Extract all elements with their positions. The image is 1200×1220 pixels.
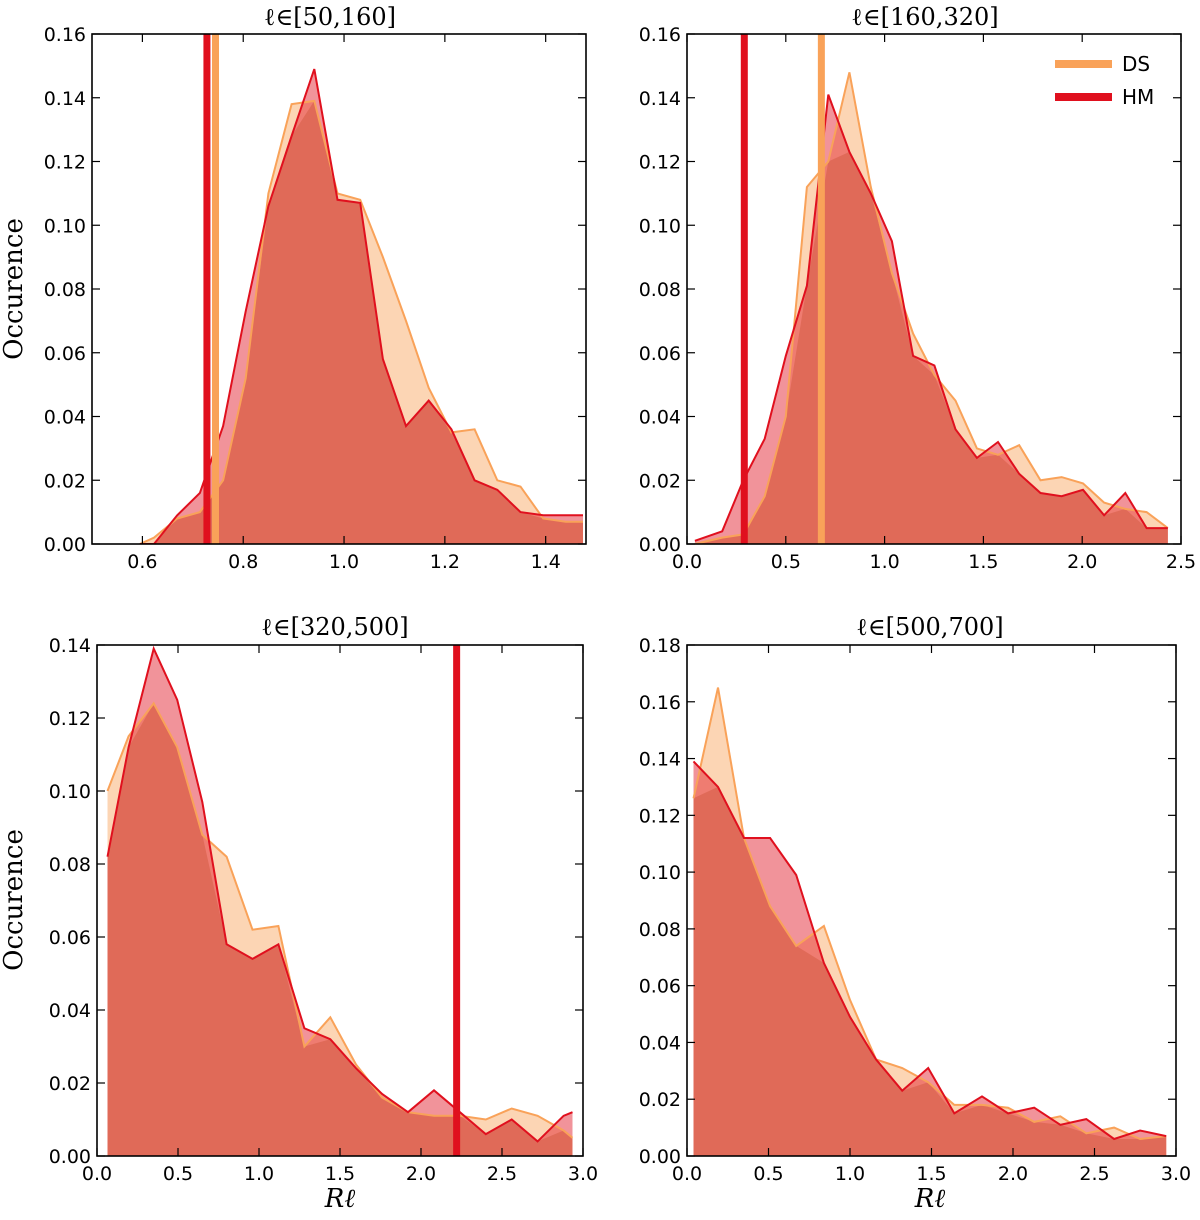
y-tick-label: 0.02: [639, 1089, 681, 1111]
y-tick-label: 0.12: [44, 152, 86, 174]
panel-1-plot: 0.6 0.8 1.0 1.2 1.4 0.00 0.02 0.04 0.06 0.08 0.10 0…: [44, 24, 587, 573]
y-tick-label: 0.06: [44, 343, 86, 365]
x-tick-label: 2.0: [1067, 551, 1097, 573]
ds-line: [106, 701, 574, 1139]
x-tick-label: 0.8: [228, 551, 258, 573]
y-tick-label: 0.08: [639, 919, 681, 941]
x-tick-label: 1.5: [968, 551, 998, 573]
panel-4-xlabel: Rℓ: [914, 1184, 946, 1214]
y-tick-label: 0.08: [49, 854, 91, 876]
panel-3-plot: 0.0 0.5 1.0 1.5 2.0 2.5 3.0 0.00 0.02 0.04 0.06 0.0…: [49, 635, 598, 1185]
y-tick-label: 0.10: [44, 215, 86, 237]
overlap-area: [107, 703, 573, 1156]
y-tick-label: 0.04: [639, 407, 681, 429]
x-tick-label: 3.0: [1161, 1163, 1191, 1185]
hm-line: [106, 645, 573, 1143]
x-tick-label: 2.5: [1079, 1163, 1109, 1185]
y-tick-label: 0.16: [639, 24, 681, 46]
panel-4-title: ℓ∈[500,700]: [856, 613, 1003, 641]
y-tick-label: 0.04: [49, 1000, 91, 1022]
y-tick-label: 0.08: [44, 279, 86, 301]
x-tick-label: 1.0: [329, 551, 359, 573]
panel-2-plot: 0.0 0.5 1.0 1.5 2.0 2.5 0.00 0.02 0.04 0.06 0.08 0.…: [639, 24, 1196, 573]
y-tick-label: 0.10: [49, 781, 91, 803]
y-tick-label: 0.06: [639, 343, 681, 365]
panel-2-title: ℓ∈[160,320]: [851, 3, 998, 31]
panel-1-ylabel: Occurence: [0, 218, 29, 360]
legend: DS HM: [1055, 52, 1154, 109]
y-tick-label: 0.14: [49, 635, 91, 657]
x-tick-label: 0.0: [82, 1163, 112, 1185]
legend-label-ds: DS: [1122, 52, 1150, 76]
x-tick-label: 2.0: [998, 1163, 1028, 1185]
x-tick-label: 1.0: [244, 1163, 274, 1185]
x-tick-label: 3.0: [568, 1163, 598, 1185]
y-tick-label: 0.10: [639, 215, 681, 237]
panel-1-title: ℓ∈[50,160]: [264, 3, 396, 31]
x-tick-label: 0.5: [771, 551, 801, 573]
x-tick-label: 2.5: [1166, 551, 1196, 573]
panel-3-xlabel: Rℓ: [324, 1184, 356, 1214]
y-tick-label: 0.06: [639, 976, 681, 998]
y-tick-label: 0.02: [49, 1073, 91, 1095]
y-tick-label: 0.10: [639, 862, 681, 884]
y-tick-label: 0.06: [49, 927, 91, 949]
panel-4-plot: 0.0 0.5 1.0 1.5 2.0 2.5 3.0 0.00 0.02 0.04 0.06 0.0…: [639, 635, 1191, 1185]
x-tick-label: 0.0: [672, 1163, 702, 1185]
x-tick-label: 2.5: [487, 1163, 517, 1185]
x-tick-label: 1.5: [916, 1163, 946, 1185]
x-tick-label: 1.0: [869, 551, 899, 573]
hm-line: [692, 760, 1167, 1141]
y-tick-label: 0.00: [49, 1146, 91, 1168]
ds-line: [694, 72, 1169, 544]
panel-3-ylabel: Occurence: [0, 829, 29, 971]
x-tick-label: 2.0: [406, 1163, 436, 1185]
y-tick-label: 0.00: [639, 1146, 681, 1168]
hm-line: [694, 94, 1168, 542]
panel-3-title: ℓ∈[320,500]: [261, 613, 408, 641]
y-tick-label: 0.14: [639, 749, 681, 771]
y-tick-label: 0.16: [44, 24, 86, 46]
x-tick-label: 0.6: [127, 551, 157, 573]
y-tick-label: 0.12: [639, 805, 681, 827]
y-tick-label: 0.00: [639, 534, 681, 556]
overlap-area: [139, 100, 583, 544]
x-tick-label: 1.5: [325, 1163, 355, 1185]
y-tick-label: 0.08: [639, 279, 681, 301]
x-tick-label: 1.4: [531, 551, 561, 573]
y-tick-label: 0.16: [639, 692, 681, 714]
overlap-area: [693, 786, 1167, 1156]
y-tick-label: 0.00: [44, 534, 86, 556]
x-tick-label: 0.5: [163, 1163, 193, 1185]
y-tick-label: 0.04: [44, 407, 86, 429]
y-tick-label: 0.14: [44, 88, 86, 110]
y-tick-label: 0.12: [639, 152, 681, 174]
x-tick-label: 0.0: [672, 551, 702, 573]
y-tick-label: 0.18: [639, 635, 681, 657]
overlap-area: [694, 151, 1168, 544]
y-tick-label: 0.02: [639, 470, 681, 492]
y-tick-label: 0.04: [639, 1032, 681, 1054]
legend-label-hm: HM: [1122, 85, 1154, 109]
y-tick-label: 0.14: [639, 88, 681, 110]
y-tick-label: 0.02: [44, 470, 86, 492]
ds-line: [692, 687, 1167, 1141]
x-tick-label: 0.5: [753, 1163, 783, 1185]
x-tick-label: 1.2: [430, 551, 460, 573]
y-tick-label: 0.12: [49, 708, 91, 730]
x-tick-label: 1.0: [835, 1163, 865, 1185]
